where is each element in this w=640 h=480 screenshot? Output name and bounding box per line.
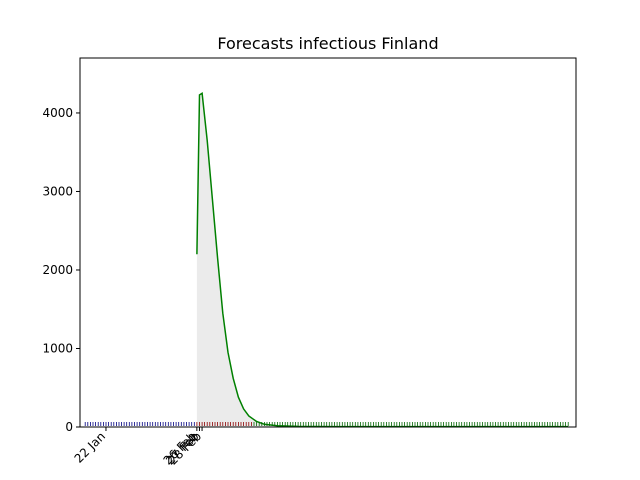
- series-line-layer: [196, 92, 569, 428]
- confidence-band: [196, 93, 569, 428]
- x-tick-label: 22 Jan: [72, 429, 108, 465]
- y-tick-label: 0: [65, 420, 73, 434]
- y-axis: 0 1000 2000 3000 4000: [42, 106, 80, 434]
- rug-tick-layer: [84, 422, 569, 426]
- y-tick-label: 1000: [42, 341, 73, 355]
- confidence-band-layer: [196, 93, 569, 428]
- chart-title: Forecasts infectious Finland: [217, 34, 438, 53]
- y-tick-label: 2000: [42, 263, 73, 277]
- y-tick-label: 3000: [42, 184, 73, 198]
- forecast-line: [196, 92, 569, 428]
- plot-frame: [79, 57, 577, 428]
- y-tick-label: 4000: [42, 106, 73, 120]
